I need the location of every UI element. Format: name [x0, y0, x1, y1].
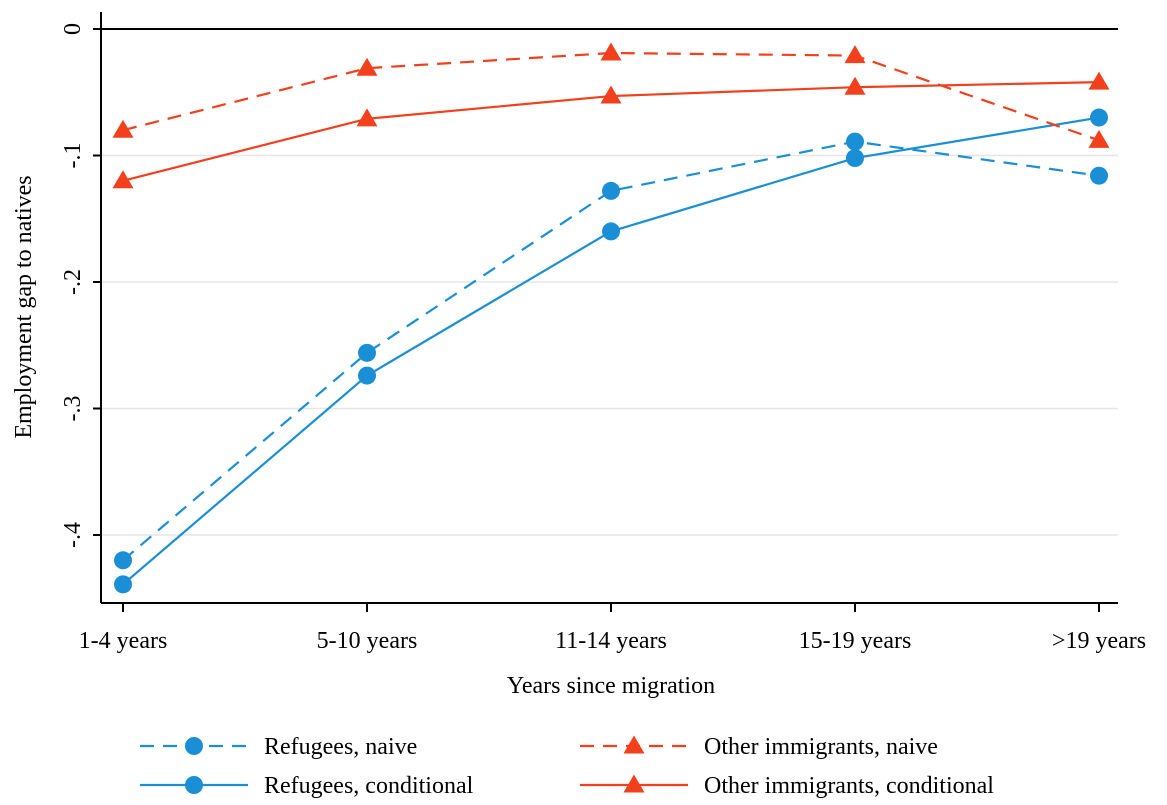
series-0	[114, 132, 1108, 570]
legend-item: Refugees, conditional	[140, 773, 474, 799]
legend-marker	[185, 737, 203, 755]
x-axis-title: Years since migration	[507, 673, 715, 699]
x-tick-label: 5-10 years	[317, 628, 418, 654]
data-point	[600, 42, 622, 61]
data-point	[600, 85, 622, 104]
series-1	[114, 108, 1108, 594]
series-layer	[112, 42, 1110, 594]
series-3	[112, 71, 1110, 189]
y-tick-label: -.1	[60, 143, 86, 169]
data-point	[846, 149, 864, 168]
x-tick-label: 1-4 years	[79, 628, 168, 654]
data-point	[1088, 129, 1110, 148]
data-point	[1090, 166, 1108, 185]
legend-label: Other immigrants, naive	[704, 734, 938, 760]
legend-label: Other immigrants, conditional	[704, 773, 994, 799]
data-point	[356, 57, 378, 76]
data-point	[112, 170, 134, 189]
legend-item: Refugees, naive	[140, 734, 417, 760]
y-tick-label: 0	[60, 23, 86, 35]
series-2	[112, 42, 1110, 148]
data-point	[358, 343, 376, 362]
legend-marker	[623, 735, 645, 754]
x-tick-label: 15-19 years	[799, 628, 912, 654]
gridlines	[101, 154, 1118, 536]
legend-marker	[623, 774, 645, 793]
y-tick-label: -.2	[60, 269, 86, 295]
data-point	[1088, 71, 1110, 90]
y-ticks: 0 -.1 -.2 -.3 -.4	[60, 23, 101, 548]
series-line	[122, 140, 1100, 562]
data-point	[602, 181, 620, 200]
data-point	[844, 45, 866, 64]
legend-label: Refugees, conditional	[264, 773, 474, 799]
data-point	[846, 132, 864, 151]
legend-item: Other immigrants, conditional	[580, 773, 994, 799]
y-axis-title: Employment gap to natives	[11, 175, 37, 438]
legend-item: Other immigrants, naive	[580, 734, 938, 760]
data-point	[112, 119, 134, 138]
data-point	[114, 551, 132, 570]
data-point	[358, 366, 376, 385]
x-tick-label: >19 years	[1052, 628, 1146, 654]
x-ticks: 1-4 years 5-10 years 11-14 years 15-19 year…	[79, 603, 1146, 654]
data-point	[602, 222, 620, 241]
legend-label: Refugees, naive	[264, 734, 417, 760]
data-point	[114, 575, 132, 594]
x-tick-label: 11-14 years	[555, 628, 667, 654]
data-point	[356, 108, 378, 127]
legend-marker	[185, 776, 203, 794]
data-point	[1090, 108, 1108, 127]
legend: Refugees, naive Other immigrants, naive Re…	[140, 734, 994, 799]
y-tick-label: -.3	[60, 396, 86, 422]
data-point	[844, 76, 866, 95]
y-tick-label: -.4	[60, 522, 86, 548]
